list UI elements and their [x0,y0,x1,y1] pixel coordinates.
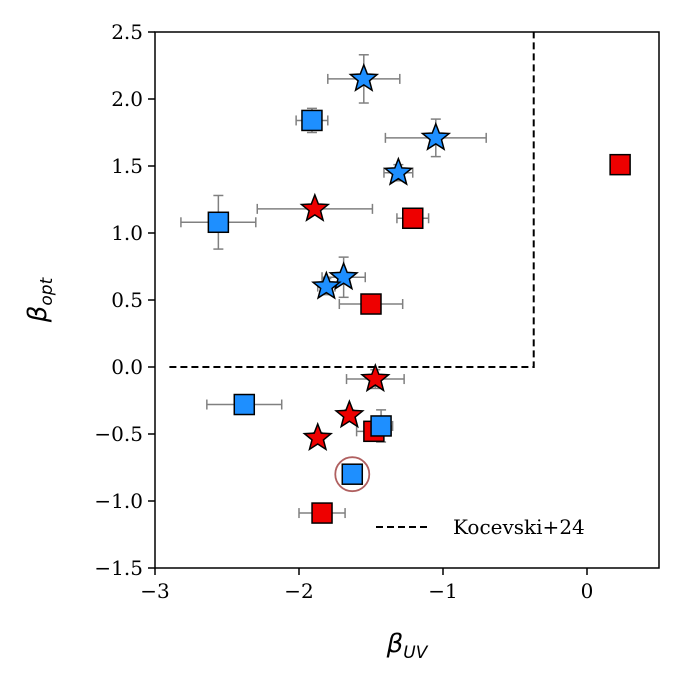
blue-square-marker [207,211,230,234]
highlight-circle [334,456,371,493]
x-tick-label: 0 [581,579,594,603]
x-tick-label: −3 [140,579,169,603]
blue-square-marker [233,393,256,416]
y-tick-label: −1.5 [94,556,143,580]
x-tick-label: −1 [428,579,457,603]
blue-square-marker [341,463,364,485]
x-axis-title-sub: UV [403,643,428,663]
x-axis-title-main: β [386,629,404,659]
tick-layer: −3 −2 −1 0 −1.5 −1.0 −0.5 0.0 0.5 1.0 1.5 2.0 2.5 [94,20,593,603]
plot-frame [154,31,660,569]
y-tick-label: −1.0 [94,489,143,513]
y-axis-title-sub: opt [37,276,57,305]
red-star-marker [302,421,334,452]
errorbar-layer [180,54,629,521]
y-tick-label: 2.0 [111,87,143,111]
red-square-marker [609,153,631,176]
red-square-marker [360,293,382,315]
y-axis-title-main: β [23,306,53,324]
legend-label: Kocevski+24 [453,515,585,539]
blue-star-marker [348,62,380,92]
red-star-marker [334,399,365,429]
y-tick-label: 2.5 [111,20,143,44]
x-axis-title: βUV [386,629,429,663]
y-axis-title: βopt [23,276,57,323]
blue-star-marker [328,261,359,291]
marker-layer [207,62,631,524]
y-tick-label: 1.5 [111,154,143,178]
kocevski-boundary-line [169,32,535,368]
blue-star-marker [420,121,452,151]
y-tick-label: 0.5 [111,288,143,312]
reference-line-layer [169,32,535,368]
y-tick-label: 1.0 [111,221,143,245]
legend: Kocevski+24 [376,515,585,539]
red-star-marker [360,362,391,393]
red-star-marker [299,192,331,222]
blue-star-marker [383,156,414,186]
y-tick-label: 0.0 [111,355,143,379]
red-square-marker [402,207,424,230]
blue-square-marker [301,109,323,132]
x-tick-label: −2 [284,579,313,603]
y-tick-label: −0.5 [94,422,143,446]
blue-square-marker [370,415,392,437]
blue-star-marker [311,270,342,300]
red-square-marker [311,502,333,524]
